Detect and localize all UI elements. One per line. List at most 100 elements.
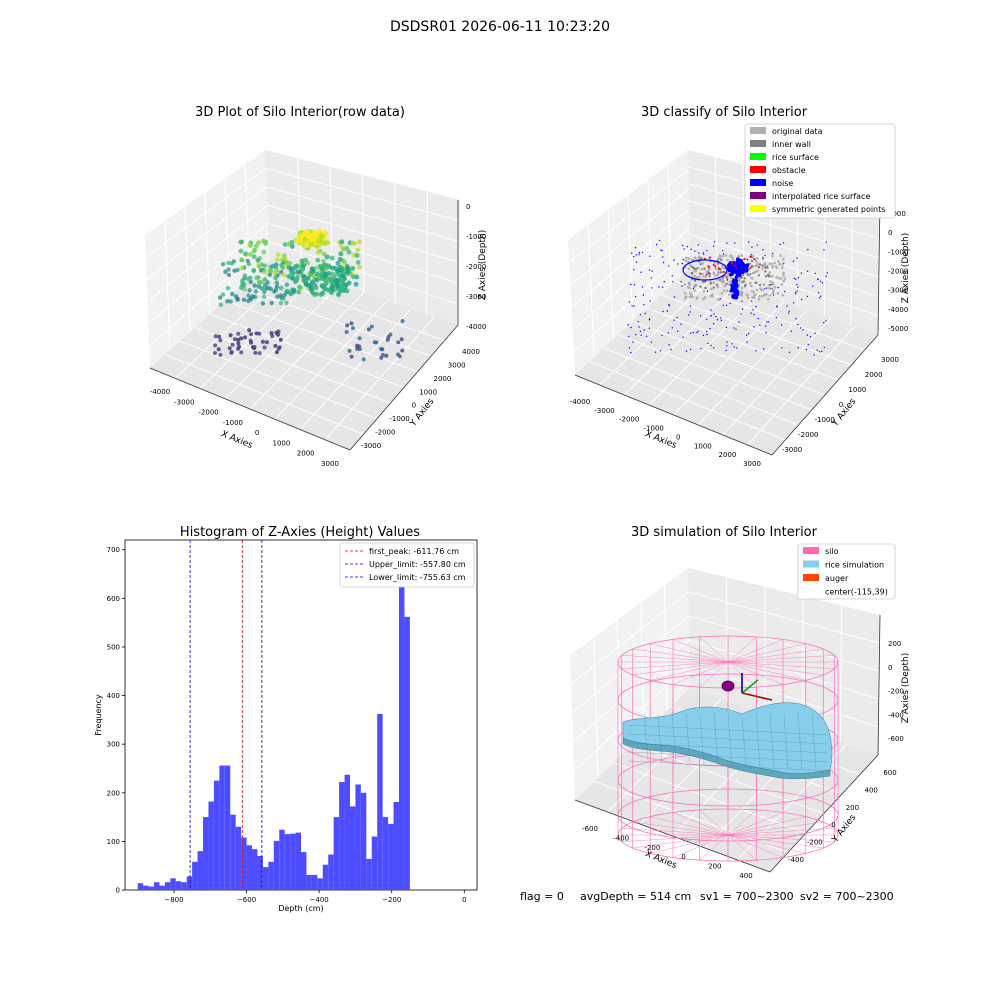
data-point <box>400 348 405 353</box>
data-point <box>704 280 707 283</box>
data-point <box>296 289 302 295</box>
simulation-3d-panel: 3D simulation of Silo Interior -600-400-… <box>570 525 911 880</box>
legend-label: original data <box>772 127 823 136</box>
data-point <box>354 253 360 258</box>
data-point <box>705 273 708 276</box>
data-point <box>644 312 646 315</box>
data-point <box>400 319 405 323</box>
data-point <box>266 285 272 291</box>
data-point <box>346 280 352 286</box>
simulation-z-tick-labels: 200 0 -200 -400 -600 <box>888 640 904 743</box>
histogram-bar <box>246 845 253 890</box>
data-point <box>729 288 734 293</box>
legend-label: inner wall <box>772 140 811 149</box>
data-point <box>780 283 784 286</box>
data-point <box>742 274 744 277</box>
silo-spoke <box>727 834 784 858</box>
z-tick-label: 1000 <box>888 210 906 218</box>
data-point <box>773 285 777 289</box>
data-point <box>712 286 716 289</box>
data-point <box>274 280 280 286</box>
data-point <box>384 353 389 358</box>
histogram-bar <box>170 878 176 890</box>
data-point <box>216 347 221 352</box>
data-point <box>723 271 726 273</box>
silo-spoke <box>727 816 806 836</box>
data-point <box>734 292 738 297</box>
gridline <box>239 286 432 357</box>
data-point <box>260 339 265 344</box>
data-point <box>324 254 330 260</box>
data-point <box>339 239 345 245</box>
data-point <box>764 288 766 290</box>
data-point <box>702 252 704 254</box>
gridline <box>722 317 832 436</box>
data-point <box>699 261 702 265</box>
data-point <box>220 292 226 297</box>
data-point <box>251 248 257 254</box>
data-point <box>213 351 217 355</box>
data-point <box>706 290 709 292</box>
data-point <box>274 284 279 289</box>
data-point <box>640 334 642 336</box>
data-point <box>681 262 684 265</box>
y-tick-label: 0 <box>831 821 835 829</box>
legend-swatch <box>750 140 766 147</box>
data-point <box>677 330 679 332</box>
data-point <box>687 257 691 260</box>
data-point <box>715 315 717 318</box>
data-point <box>239 239 245 245</box>
data-point <box>689 291 692 295</box>
histogram-bar <box>279 829 285 890</box>
data-point <box>757 317 760 320</box>
x-tick-label: 3000 <box>743 460 761 468</box>
data-point <box>731 262 734 265</box>
silo-spoke <box>672 639 729 663</box>
silo-spoke <box>727 661 806 681</box>
data-point <box>630 326 632 329</box>
silo-spoke <box>672 834 729 858</box>
z-tick-label: -5000 <box>888 325 908 333</box>
data-point <box>635 261 638 263</box>
data-point <box>780 324 783 326</box>
data-point <box>728 272 733 277</box>
data-point <box>272 270 278 276</box>
data-point <box>734 278 738 282</box>
data-point <box>334 279 340 285</box>
histogram-bars <box>137 561 410 891</box>
classify-legend <box>744 123 896 219</box>
histogram-panel: Histogram of Z-Axies (Height) Values −80… <box>94 525 478 913</box>
data-point <box>396 340 401 345</box>
data-point <box>707 342 709 345</box>
data-point <box>742 280 745 284</box>
data-point <box>659 350 662 352</box>
simulation-legend <box>797 543 896 600</box>
auger-axis-x <box>741 692 773 701</box>
data-point <box>795 318 797 320</box>
data-point <box>335 283 340 289</box>
data-point <box>796 290 798 292</box>
y-tick-label: -2000 <box>798 431 818 439</box>
data-point <box>766 266 769 269</box>
gridline <box>675 280 865 351</box>
data-point <box>658 286 660 288</box>
data-point <box>628 347 631 349</box>
data-point <box>297 284 302 290</box>
data-point <box>685 256 688 260</box>
data-point <box>795 293 797 295</box>
x-tick-label: 400 <box>739 872 752 880</box>
z-tick-label: -600 <box>888 735 904 743</box>
data-point <box>746 273 750 276</box>
raw-x-axis <box>149 367 351 451</box>
data-point <box>236 331 241 336</box>
simulation-x-tick-labels: -600 -400 -200 0 200 400 <box>582 825 753 880</box>
rice-mesh-line <box>755 711 761 768</box>
data-point <box>764 275 768 278</box>
data-point <box>781 294 785 297</box>
data-point <box>712 272 715 275</box>
data-point <box>813 354 815 356</box>
x-tick-label: 200 <box>708 863 721 871</box>
data-point <box>668 344 670 346</box>
data-point <box>239 265 245 271</box>
data-point <box>247 242 253 248</box>
